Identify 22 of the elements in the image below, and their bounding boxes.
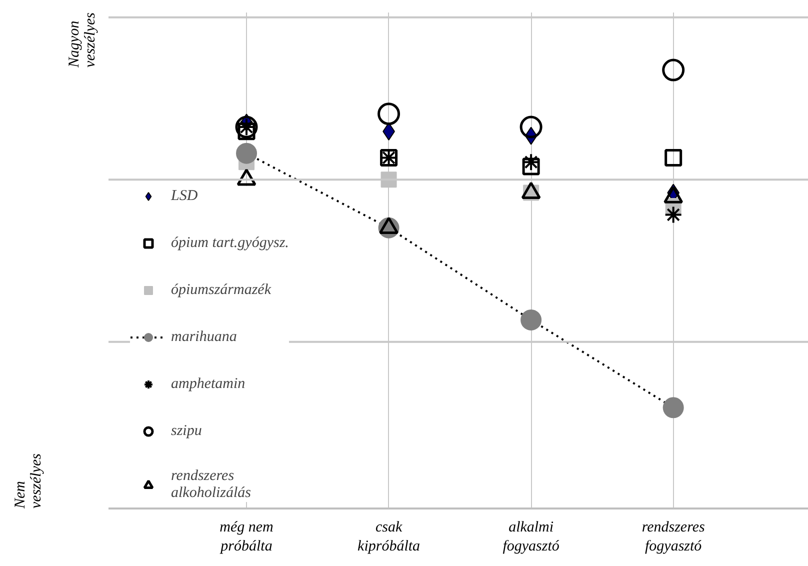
x-tick-label: csak kipróbálta xyxy=(358,520,420,555)
legend-label: amphetamin xyxy=(171,376,246,392)
point xyxy=(520,309,542,330)
x-tick-label: még nem próbálta xyxy=(220,520,274,555)
legend-label: LSD xyxy=(171,188,198,204)
x-tick-label: alkalmi fogyasztó xyxy=(502,520,560,555)
point xyxy=(378,102,400,126)
text: Nem veszélyes xyxy=(12,453,44,510)
legend-label: ópium tart.gyógysz. xyxy=(171,234,289,252)
legend-label: szipu xyxy=(171,422,202,440)
point xyxy=(236,142,258,164)
point xyxy=(662,397,684,418)
legend-label: marihuana xyxy=(171,328,237,346)
point xyxy=(664,206,682,224)
text: Nagyon veszélyes xyxy=(66,12,98,68)
legend-label: rendszeres alkoholizálás xyxy=(171,468,252,502)
point xyxy=(520,116,542,138)
point xyxy=(662,58,685,82)
x-tick-label: rendszeres fogyasztó xyxy=(642,520,706,555)
legend-label: ópiumszármazék xyxy=(171,282,271,298)
point xyxy=(664,148,682,166)
point xyxy=(522,158,540,176)
